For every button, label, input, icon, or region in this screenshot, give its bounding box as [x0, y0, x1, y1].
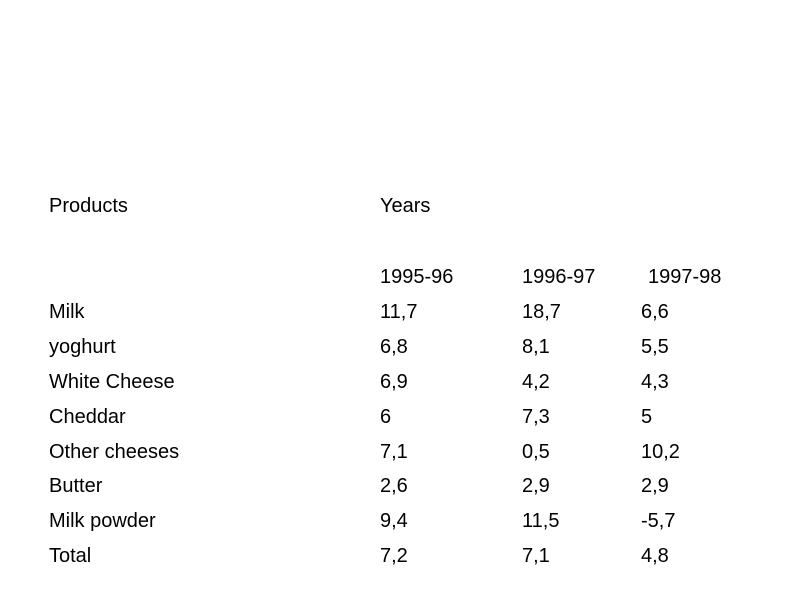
row-product-label: Butter — [49, 475, 103, 497]
row-value: 6,6 — [641, 301, 669, 323]
row-value: 4,8 — [641, 545, 669, 567]
row-product-label: White Cheese — [49, 371, 175, 393]
row-value: 4,2 — [522, 371, 550, 393]
year-header: 1997-98 — [648, 266, 722, 288]
year-header: 1996-97 — [522, 266, 596, 288]
row-value: 0,5 — [522, 441, 550, 463]
row-product-label: Cheddar — [49, 406, 126, 428]
row-value: 11,7 — [380, 301, 418, 323]
row-value: 6,8 — [380, 336, 408, 358]
row-value: 2,6 — [380, 475, 408, 497]
row-product-label: Milk powder — [49, 510, 156, 532]
row-value: 18,7 — [522, 301, 561, 323]
year-header: 1995-96 — [380, 266, 454, 288]
row-value: 7,1 — [380, 441, 408, 463]
row-value: 6,9 — [380, 371, 408, 393]
row-product-label: Total — [49, 545, 92, 567]
row-product-label: Milk — [49, 301, 85, 323]
row-value: 7,2 — [380, 545, 408, 567]
row-value: 10,2 — [641, 441, 680, 463]
row-value: 9,4 — [380, 510, 408, 532]
row-value: 7,3 — [522, 406, 550, 428]
row-value: 11,5 — [522, 510, 560, 532]
header-years: Years — [380, 195, 431, 217]
row-product-label: Other cheeses — [49, 441, 180, 463]
header-products: Products — [49, 195, 128, 217]
row-value: 4,3 — [641, 371, 669, 393]
row-value: 8,1 — [522, 336, 550, 358]
row-value: 7,1 — [522, 545, 550, 567]
row-value: 5,5 — [641, 336, 669, 358]
row-product-label: yoghurt — [49, 336, 116, 358]
row-value: -5,7 — [641, 510, 676, 532]
row-value: 2,9 — [522, 475, 550, 497]
row-value: 6 — [380, 406, 392, 428]
row-value: 2,9 — [641, 475, 669, 497]
row-value: 5 — [641, 406, 653, 428]
